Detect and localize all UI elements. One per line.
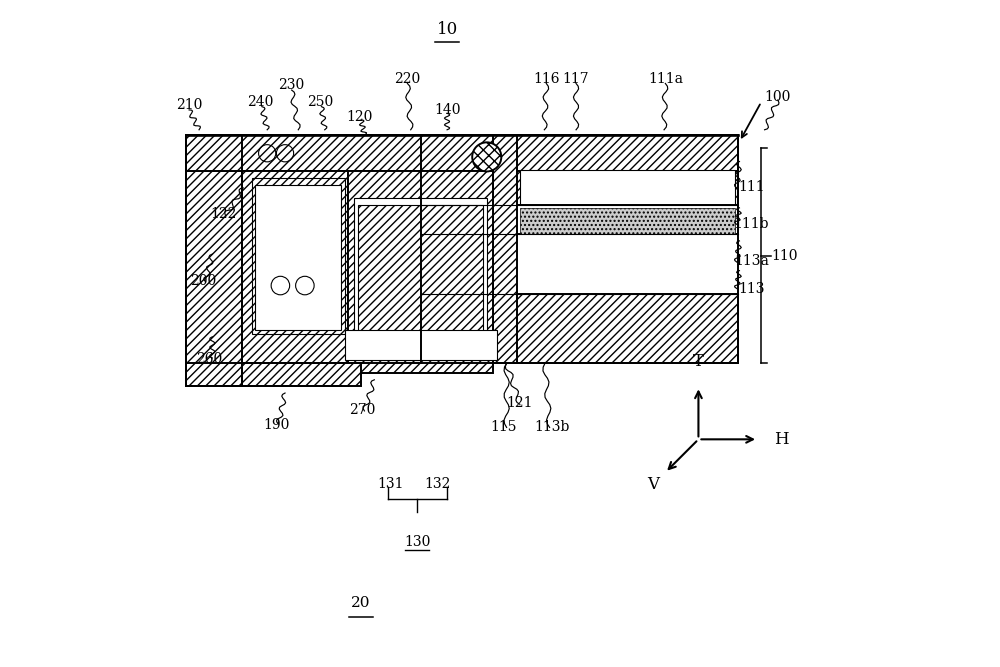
Text: 120: 120 — [347, 109, 373, 123]
Bar — [421, 293, 738, 364]
Text: 113: 113 — [738, 281, 765, 295]
Bar — [493, 135, 517, 364]
Bar — [354, 198, 487, 360]
Text: V: V — [647, 476, 659, 493]
Bar — [255, 185, 341, 330]
Bar — [252, 178, 345, 334]
Bar — [348, 171, 493, 374]
Text: 131: 131 — [378, 478, 404, 492]
Bar — [421, 135, 738, 171]
Bar — [242, 171, 348, 386]
Bar — [186, 135, 738, 171]
Text: 270: 270 — [349, 403, 376, 417]
Text: 220: 220 — [394, 72, 421, 86]
Text: 260: 260 — [196, 352, 222, 366]
Text: 111: 111 — [738, 179, 765, 193]
Text: 113b: 113b — [534, 420, 569, 434]
Bar — [520, 170, 735, 206]
Bar — [345, 330, 497, 360]
Text: 116: 116 — [533, 72, 560, 86]
Text: 240: 240 — [247, 95, 274, 109]
Text: 122: 122 — [210, 207, 237, 221]
Text: 110: 110 — [771, 249, 798, 263]
Text: 250: 250 — [307, 95, 333, 109]
Text: 100: 100 — [765, 89, 791, 103]
Bar — [186, 135, 242, 386]
Text: 200: 200 — [191, 273, 217, 287]
Text: 117: 117 — [563, 72, 589, 86]
Bar — [186, 135, 738, 171]
Text: H: H — [774, 431, 789, 448]
Bar — [421, 205, 738, 234]
Bar — [520, 208, 735, 234]
Text: 130: 130 — [404, 535, 431, 549]
Text: 10: 10 — [436, 21, 458, 38]
Text: 113a: 113a — [734, 253, 769, 267]
Text: 121: 121 — [507, 396, 533, 410]
Text: 132: 132 — [424, 478, 450, 492]
Text: 210: 210 — [176, 98, 202, 112]
Bar — [421, 171, 738, 205]
Text: 190: 190 — [263, 418, 290, 432]
Bar — [242, 364, 361, 386]
Bar — [358, 205, 483, 354]
Text: 115: 115 — [491, 420, 517, 434]
Text: T: T — [693, 353, 704, 370]
Text: 111b: 111b — [734, 217, 769, 231]
Text: 111a: 111a — [648, 72, 683, 86]
Text: 230: 230 — [279, 79, 305, 93]
Text: 20: 20 — [351, 596, 371, 610]
Text: 140: 140 — [434, 103, 460, 117]
Circle shape — [472, 142, 501, 171]
